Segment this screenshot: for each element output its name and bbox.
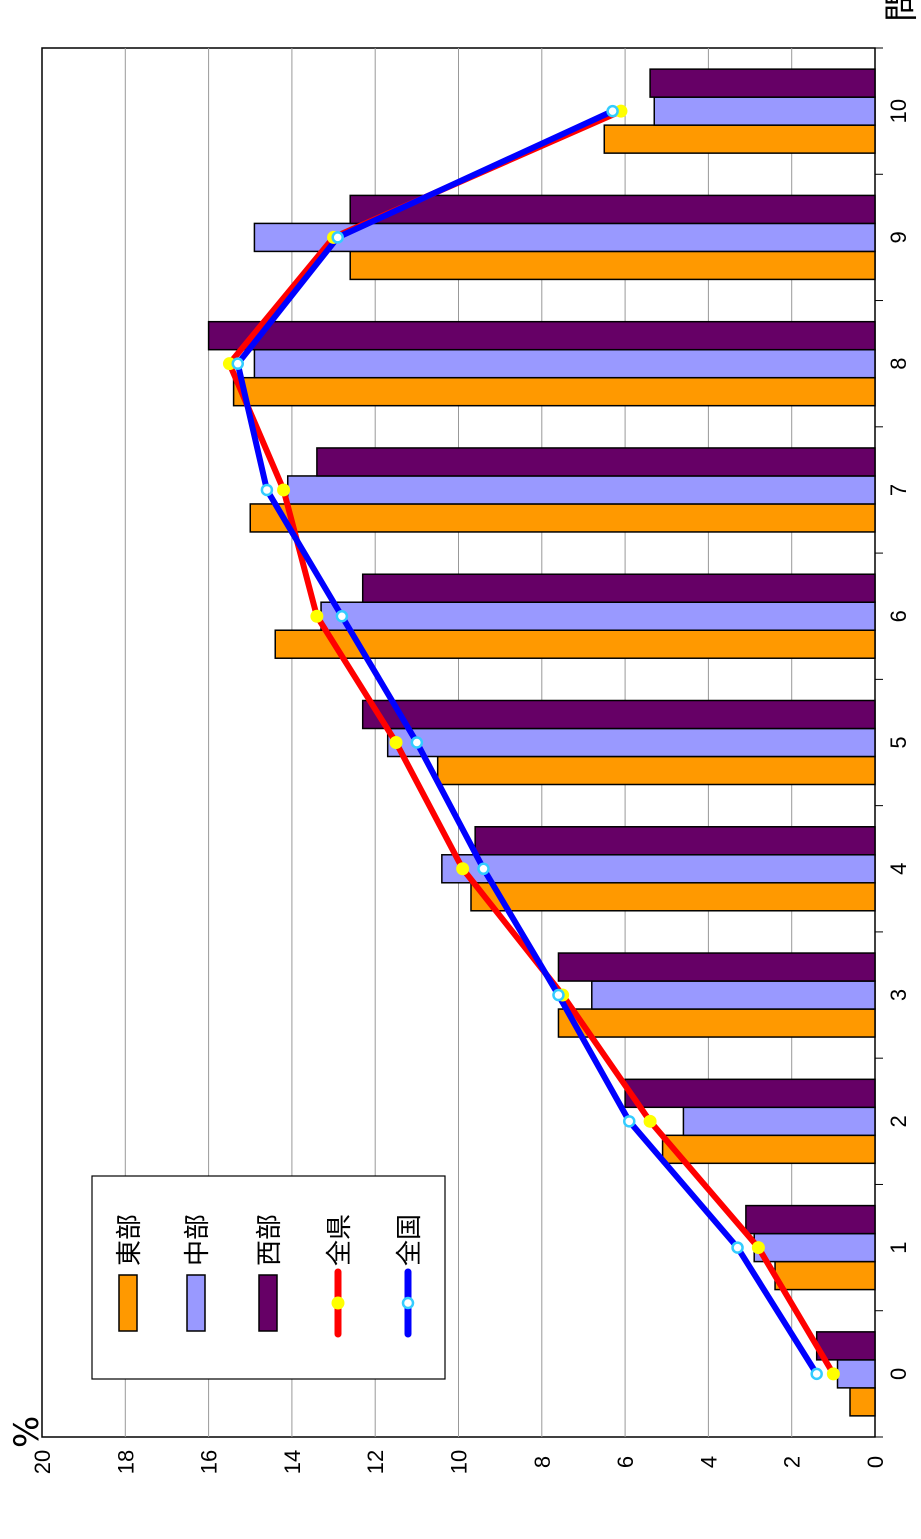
bar <box>288 476 875 504</box>
y-axis-tick-labels: 0 2 4 6 8 10 12 14 16 18 20 <box>30 1450 888 1474</box>
bar <box>625 1079 875 1107</box>
series-point <box>812 1369 822 1379</box>
legend-label: 東部 <box>115 1214 145 1266</box>
bar <box>654 97 875 125</box>
legend-label: 中部 <box>183 1214 213 1266</box>
x-tick-label: 9 <box>886 231 911 243</box>
series-point <box>752 1241 765 1254</box>
bar <box>663 1135 875 1163</box>
bar <box>209 322 875 350</box>
bar <box>604 125 875 153</box>
series-point <box>553 990 563 1000</box>
legend: 東部 中部 西部 全県 全国 <box>92 1176 445 1379</box>
x-tick-label: 4 <box>886 863 911 875</box>
bar <box>558 953 875 981</box>
series-point <box>608 106 618 116</box>
y-tick-label: 20 <box>30 1450 55 1474</box>
series-point <box>390 736 403 749</box>
series-point <box>333 232 343 242</box>
y-tick-label: 0 <box>863 1456 888 1468</box>
x-tick-label: 8 <box>886 358 911 370</box>
series-point <box>733 1243 743 1253</box>
series-point <box>456 862 469 875</box>
bar <box>683 1107 875 1135</box>
series-point <box>478 864 488 874</box>
bar <box>350 251 875 279</box>
series-point <box>277 483 290 496</box>
legend-swatch <box>259 1275 277 1331</box>
legend-label: 全県 <box>325 1214 355 1266</box>
series-point <box>827 1367 840 1380</box>
y-tick-label: 4 <box>696 1456 721 1468</box>
bar <box>350 195 875 223</box>
y-tick-label: 6 <box>613 1456 638 1468</box>
series-point <box>233 359 243 369</box>
bar <box>363 701 875 729</box>
x-tick-label: 7 <box>886 484 911 496</box>
y-axis-unit-label: % <box>7 1416 47 1448</box>
bar <box>388 729 875 757</box>
y-tick-label: 8 <box>530 1456 555 1468</box>
bar <box>850 1388 875 1416</box>
series-point <box>644 1115 657 1128</box>
x-tick-label: 1 <box>886 1241 911 1253</box>
x-tick-label: 0 <box>886 1368 911 1380</box>
legend-swatch <box>119 1275 137 1331</box>
x-tick-label: 2 <box>886 1115 911 1127</box>
bar <box>317 448 875 476</box>
y-tick-label: 12 <box>363 1450 388 1474</box>
bar <box>321 602 875 630</box>
x-axis-tick-labels: 0 1 2 3 4 5 6 7 8 9 10 <box>886 99 911 1380</box>
bar <box>838 1360 875 1388</box>
series-point <box>262 485 272 495</box>
y-tick-label: 14 <box>280 1450 305 1474</box>
legend-label: 全国 <box>395 1214 425 1266</box>
bar <box>650 69 875 97</box>
series-point <box>624 1116 634 1126</box>
x-tick-label: 10 <box>886 99 911 123</box>
bar <box>254 350 875 378</box>
legend-marker <box>403 1298 413 1308</box>
series-point <box>337 611 347 621</box>
bar <box>254 223 875 251</box>
bar <box>250 504 875 532</box>
y-tick-label: 18 <box>113 1450 138 1474</box>
y-tick-label: 10 <box>447 1450 472 1474</box>
x-tick-label: 6 <box>886 610 911 622</box>
bar <box>475 827 875 855</box>
bar <box>592 981 875 1009</box>
bar <box>438 757 875 785</box>
legend-marker <box>332 1297 345 1310</box>
legend-swatch <box>187 1275 205 1331</box>
x-tick-label: 3 <box>886 989 911 1001</box>
x-axis-unit-label: 問 <box>882 0 921 22</box>
bar <box>746 1206 875 1234</box>
bar <box>234 378 875 406</box>
series-point <box>412 738 422 748</box>
bar <box>558 1009 875 1037</box>
category-tick-marks <box>875 48 883 1437</box>
y-tick-label: 16 <box>197 1450 222 1474</box>
bar <box>471 883 875 911</box>
x-tick-label: 5 <box>886 736 911 748</box>
bar <box>775 1262 875 1290</box>
legend-label: 西部 <box>255 1214 285 1266</box>
series-point <box>310 610 323 623</box>
bar <box>442 855 875 883</box>
y-tick-label: 2 <box>780 1456 805 1468</box>
bar <box>754 1234 875 1262</box>
bar <box>363 574 875 602</box>
